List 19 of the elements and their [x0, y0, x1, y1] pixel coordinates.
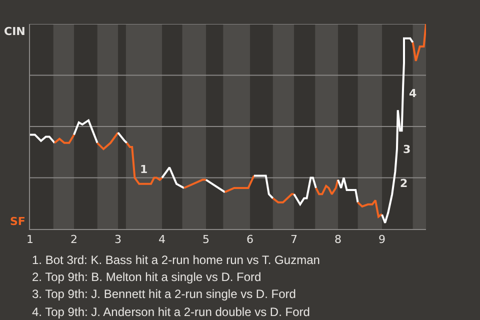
text: 3. Top 9th: J. Bennett hit a 2-run single vs D. Ford	[32, 287, 296, 301]
text: 2. Top 9th: B. Melton hit a single vs D. Ford	[32, 270, 262, 284]
x-tick-label: 3	[114, 233, 122, 246]
x-tick-label: 6	[246, 233, 254, 246]
annotation: 3	[403, 143, 411, 156]
text: 4. Top 9th: J. Anderson hit a 2-run double vs D. Ford	[32, 305, 310, 319]
x-tick-label: 5	[202, 233, 210, 246]
x-tick-label: 2	[70, 233, 78, 246]
text: SF	[10, 215, 26, 228]
x-tick-label: 9	[378, 233, 386, 246]
x-tick-label: 4	[158, 233, 166, 246]
x-tick-label: 7	[290, 233, 298, 246]
x-tick-label: 1	[26, 233, 34, 246]
annotation: 1	[140, 163, 148, 176]
text: 1. Bot 3rd: K. Bass hit a 2-run home run vs T. Guzman	[32, 253, 320, 267]
annotation: 2	[400, 177, 408, 190]
x-tick-label: 8	[334, 233, 342, 246]
text: CIN	[4, 25, 26, 38]
annotation: 4	[409, 87, 417, 100]
